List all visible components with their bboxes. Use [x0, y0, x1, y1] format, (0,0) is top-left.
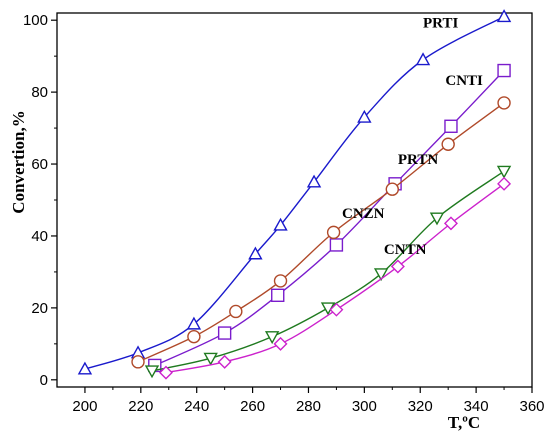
y-tick-label: 20: [31, 300, 48, 317]
data-point-prtn: [229, 304, 243, 319]
x-tick-label: 280: [296, 398, 321, 415]
data-point-cnti: [217, 326, 232, 340]
data-point-cnzn: [429, 212, 445, 226]
data-point-prti: [496, 9, 512, 23]
data-point-prti: [77, 361, 93, 375]
x-tick-label: 240: [184, 398, 209, 415]
x-tick-label: 360: [519, 398, 544, 415]
x-axis-title: T,ºC: [448, 413, 480, 432]
y-axis-title: Convertion,%: [9, 110, 28, 213]
series-layer: [77, 9, 512, 380]
data-point-prtn: [131, 355, 145, 369]
data-point-prtn: [497, 96, 511, 110]
data-point-prti: [248, 246, 263, 260]
data-point-cntn: [273, 336, 288, 351]
data-point-cntn: [390, 259, 405, 274]
series-labels: PRTI CNTI PRTN CNZN CNTN: [342, 15, 483, 258]
data-point-cnti: [329, 238, 344, 252]
data-point-cntn: [158, 365, 173, 380]
y-tick-label: 60: [31, 156, 48, 173]
y-tick-label: 100: [23, 12, 48, 29]
y-tick-label: 40: [31, 228, 48, 245]
x-tick-label: 260: [240, 398, 265, 415]
y-tick-label: 80: [31, 84, 48, 101]
x-tick-label: 320: [408, 398, 433, 415]
x-tick-label: 340: [464, 398, 489, 415]
data-point-prti: [357, 109, 372, 123]
series-label-prtn: PRTN: [398, 152, 438, 168]
data-point-cnti: [444, 119, 458, 133]
series-label-prti: PRTI: [423, 15, 458, 31]
x-tick-label: 200: [72, 398, 97, 415]
series-line-cnzn: [151, 170, 505, 372]
series-line-cntn: [165, 183, 505, 374]
data-point-prti: [273, 217, 288, 231]
series-line-prti: [84, 15, 505, 370]
series-cnti: [148, 63, 511, 373]
data-point-cnzn: [496, 165, 512, 179]
data-point-prtn: [326, 225, 341, 240]
y-tick-label: 0: [40, 372, 48, 389]
x-tick-label: 220: [128, 398, 153, 415]
axes: 200 220 240 260 280 300 320 340 360 0 20 40 60 80 100: [23, 12, 545, 415]
data-point-cntn: [217, 354, 232, 369]
data-point-cntn: [497, 176, 512, 191]
data-point-cnti: [271, 288, 285, 302]
series-prti: [77, 9, 512, 375]
data-point-cnzn: [373, 268, 389, 282]
data-point-prti: [415, 52, 431, 66]
data-point-prtn: [187, 329, 201, 344]
data-point-cnzn: [264, 331, 280, 345]
data-point-prtn: [385, 182, 399, 196]
data-point-prti: [186, 316, 202, 330]
data-point-prti: [306, 174, 322, 188]
series-prtn: [131, 96, 511, 369]
series-label-cnzn: CNZN: [342, 206, 385, 222]
x-tick-label: 300: [352, 398, 377, 415]
series-label-cnti: CNTI: [445, 73, 483, 89]
data-point-cntn: [443, 216, 458, 231]
series-cntn: [158, 176, 512, 380]
data-point-prtn: [441, 137, 455, 151]
series-label-cntn: CNTN: [384, 242, 427, 258]
data-point-cnzn: [144, 365, 160, 379]
data-point-cntn: [329, 302, 344, 317]
data-point-cnti: [497, 63, 511, 78]
data-point-prtn: [273, 274, 288, 288]
data-point-cnzn: [203, 352, 218, 366]
series-cnzn: [144, 165, 512, 379]
